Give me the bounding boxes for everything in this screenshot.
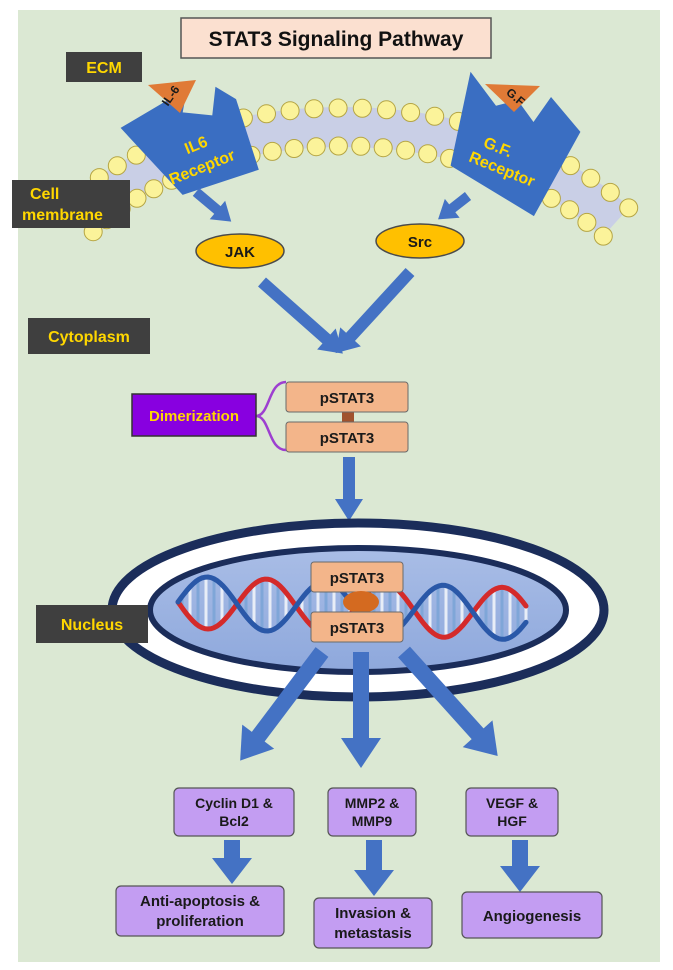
phospholipid-head xyxy=(257,104,276,124)
il6-ligand: IL-6 xyxy=(148,80,196,113)
nuclear-pstat3-box-bottom xyxy=(310,611,404,643)
nuclear-pstat3-label-top: pSTAT3 xyxy=(330,570,384,587)
cell-membrane-label-1: Cell xyxy=(30,186,59,203)
nucleus-to-mmp-arrow xyxy=(341,652,381,768)
ecm-label-text: ECM xyxy=(86,60,122,77)
src-to-pstat3-arrow xyxy=(335,267,415,354)
mmp-to-outcome-arrow xyxy=(354,840,394,896)
src-label: Src xyxy=(408,234,432,251)
kinase-arrows xyxy=(258,267,415,354)
phospholipid-head xyxy=(418,144,438,164)
nuclear-dimer-link xyxy=(343,591,379,613)
nucleus-to-cyclin-arrow xyxy=(240,647,329,761)
phospholipid-head xyxy=(304,99,324,119)
nuclear-pstat3-label-bottom: pSTAT3 xyxy=(330,620,384,637)
phospholipid-head xyxy=(351,136,371,156)
phospholipid-head xyxy=(577,212,597,232)
phospholipid-head xyxy=(401,103,421,122)
dimer-to-nucleus-arrow xyxy=(335,457,363,521)
phospholipid-head xyxy=(593,226,613,246)
target-gene-1-line-2: Bcl2 xyxy=(219,813,249,829)
cell-membrane-label: Cell membrane xyxy=(12,180,130,228)
outcome-3-line-1: Angiogenesis xyxy=(483,908,581,925)
phospholipid-head xyxy=(581,168,601,188)
title-box: STAT3 Signaling Pathway xyxy=(180,17,492,59)
gf-to-src-arrow xyxy=(438,192,472,220)
phospholipid-head xyxy=(373,138,393,158)
cell-membrane-label-2: membrane xyxy=(22,207,103,224)
phospholipid-head xyxy=(280,101,300,121)
phospholipid-head xyxy=(262,141,282,161)
jak-label: JAK xyxy=(225,244,255,261)
target-mmp2-mmp9: MMP2 & MMP9 xyxy=(327,787,417,837)
phospholipid-head xyxy=(144,179,164,199)
target-gene-3-line-2: HGF xyxy=(497,813,527,829)
nuclear-pstat3-dimer: pSTAT3 pSTAT3 xyxy=(310,561,404,643)
phospholipid-head xyxy=(107,156,127,176)
src-kinase: Src xyxy=(375,223,465,259)
target-gene-2-line-1: MMP2 & xyxy=(345,795,399,811)
phospholipid-head xyxy=(396,140,416,160)
target-gene-1-line-1: Cyclin D1 & xyxy=(195,795,273,811)
page-title: STAT3 Signaling Pathway xyxy=(209,28,464,51)
nucleus-label-text: Nucleus xyxy=(61,617,123,634)
receptor-arrows xyxy=(192,188,472,222)
gf-receptor: G.F. Receptor xyxy=(450,71,581,217)
outcome-1-line-1: Anti-apoptosis & xyxy=(140,893,260,910)
jak-kinase: JAK xyxy=(195,233,285,269)
outcome-anti-apoptosis: Anti-apoptosis & proliferation xyxy=(115,885,285,937)
pstat3-box-bottom xyxy=(285,421,409,453)
outcome-invasion: Invasion & metastasis xyxy=(313,897,433,949)
il6-receptor: IL6 Receptor xyxy=(120,86,259,195)
outcome-2-line-2: metastasis xyxy=(334,925,412,942)
phospholipid-head xyxy=(377,100,396,120)
nucleus-label: Nucleus xyxy=(36,605,148,643)
il6-to-jak-arrow xyxy=(192,188,232,222)
phospholipid-head xyxy=(306,137,326,157)
cyclin-to-outcome-arrow xyxy=(212,840,252,884)
gf-ligand: G.F xyxy=(485,84,540,112)
ecm-label: ECM xyxy=(66,52,142,82)
target-gene-3-line-1: VEGF & xyxy=(486,795,538,811)
phospholipid-head xyxy=(600,182,620,202)
phospholipid-head xyxy=(328,98,348,118)
outcome-1-line-2: proliferation xyxy=(156,913,244,930)
outcome-2-line-1: Invasion & xyxy=(335,905,411,922)
vegf-to-outcome-arrow xyxy=(500,840,540,892)
outcome-arrows xyxy=(212,840,540,896)
outcome-angiogenesis: Angiogenesis xyxy=(461,891,603,939)
phospholipid-head xyxy=(284,139,304,158)
phospholipid-head xyxy=(328,136,348,156)
target-gene-2-line-2: MMP9 xyxy=(352,813,393,829)
cytoplasm-label: Cytoplasm xyxy=(28,318,150,354)
phospholipid-head xyxy=(560,200,580,220)
pstat3-dimer: pSTAT3 pSTAT3 xyxy=(285,381,409,453)
jak-to-pstat3-arrow xyxy=(258,277,343,354)
pstat3-label-bottom: pSTAT3 xyxy=(320,430,374,447)
phospholipid-head xyxy=(619,198,639,218)
pstat3-box-top xyxy=(285,381,409,413)
cytoplasm-label-text: Cytoplasm xyxy=(48,329,130,346)
dimerization-text: Dimerization xyxy=(149,408,239,425)
dimerization-label: Dimerization xyxy=(131,393,257,437)
phospholipid-head xyxy=(126,145,146,165)
phospholipid-head xyxy=(425,106,445,126)
target-cyclin-bcl2: Cyclin D1 & Bcl2 xyxy=(173,787,295,837)
transcription-arrows xyxy=(240,646,498,768)
target-vegf-hgf: VEGF & HGF xyxy=(465,787,559,837)
nucleus-to-vegf-arrow xyxy=(398,646,498,757)
pstat3-label-top: pSTAT3 xyxy=(320,390,374,407)
phospholipid-head xyxy=(352,98,372,118)
phospholipid-head xyxy=(127,188,147,208)
